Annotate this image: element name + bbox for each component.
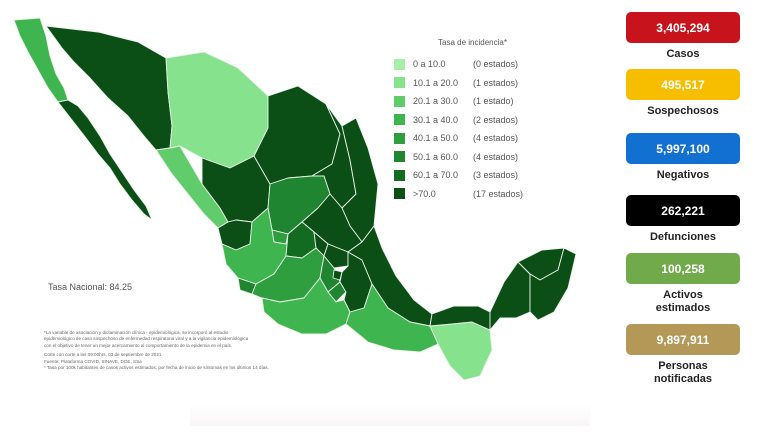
legend-range: >70.0 xyxy=(413,188,436,199)
stat-label: Sospechosos xyxy=(647,105,719,117)
footnote-line: Corte con corte a las 09:00hrs, 03 de se… xyxy=(44,352,162,358)
state-guerrero xyxy=(261,277,351,335)
stat-value: 100,258 xyxy=(661,261,705,276)
legend-item: 50.1 a 60.0 (4 estados) xyxy=(394,148,594,167)
state-quintana-roo xyxy=(529,247,577,321)
legend-count: (4 estados) xyxy=(473,133,519,144)
national-rate: Tasa Nacional: 84.25 xyxy=(48,282,133,292)
stat-negativos: 5,997,100 Negativos xyxy=(618,133,748,182)
state-hidalgo xyxy=(323,243,349,269)
state-chiapas xyxy=(429,321,493,381)
legend-range: 40.1 a 50.0 xyxy=(413,133,459,144)
bottom-fade xyxy=(190,404,590,426)
stat-activos-estimados: 100,258 Activos estimados xyxy=(618,253,748,315)
legend-range: 60.1 a 70.0 xyxy=(413,170,459,181)
legend-swatch xyxy=(394,169,405,181)
legend-range: 50.1 a 60.0 xyxy=(413,151,459,162)
stat-label: Negativos xyxy=(656,169,710,181)
footnote-line: con el objetivo de tener un mejor acerca… xyxy=(44,342,233,348)
mexico-map xyxy=(13,17,577,381)
stat-value-box: 9,897,911 xyxy=(626,324,740,355)
legend-swatch xyxy=(394,151,405,163)
legend-item: 20.1 a 30.0 (1 estado) xyxy=(394,92,594,111)
legend-range: 0 a 10.0 xyxy=(413,59,446,70)
footnote-line: * Tasa por 100k habitantes de casos acti… xyxy=(44,365,269,371)
stat-label: Activos estimados xyxy=(655,289,711,314)
footnote-line: epidemiológico de caso sospechoso de enf… xyxy=(44,336,249,342)
legend-item: 30.1 a 40.0 (2 estados) xyxy=(394,111,594,130)
stat-value: 262,221 xyxy=(661,203,705,218)
footnote-line: Fuente: Plataforma COVID, SINAVE, DGE, S… xyxy=(44,358,142,364)
map-legend: Tasa de incidencia* 0 a 10.0 (0 estados)… xyxy=(394,38,594,203)
stat-value: 5,997,100 xyxy=(656,141,710,156)
state-sonora xyxy=(45,25,173,151)
state-campeche xyxy=(489,261,531,331)
legend-swatch xyxy=(394,132,405,144)
stat-label: Defunciones xyxy=(649,231,716,243)
legend-count: (3 estados) xyxy=(473,170,519,181)
legend-range: 10.1 a 20.0 xyxy=(413,77,459,88)
state-aguascalientes xyxy=(271,229,289,245)
stat-personas-notificadas: 9,897,911 Personas notificadas xyxy=(618,324,748,386)
legend-item: 60.1 a 70.0 (3 estados) xyxy=(394,166,594,185)
stat-label: Personas notificadas xyxy=(653,360,713,385)
stat-value: 9,897,911 xyxy=(656,332,710,347)
stat-sospechosos: 495,517 Sospechosos xyxy=(618,69,748,118)
legend-item: >70.0 (17 estados) xyxy=(394,185,594,204)
legend-count: (4 estados) xyxy=(473,151,519,162)
stat-value-box: 262,221 xyxy=(626,195,740,226)
legend-range: 20.1 a 30.0 xyxy=(413,96,459,107)
legend-swatch xyxy=(394,58,405,70)
legend-range: 30.1 a 40.0 xyxy=(413,114,459,125)
stat-label: Casos xyxy=(666,48,700,60)
footnotes: *La variable de asociación y dictaminaci… xyxy=(44,330,344,371)
stat-value-box: 5,997,100 xyxy=(626,133,740,164)
legend-title: Tasa de incidencia* xyxy=(438,38,507,47)
state-baja-california-sur xyxy=(57,99,153,221)
stat-value-box: 495,517 xyxy=(626,69,740,100)
legend-count: (2 estados) xyxy=(473,114,519,125)
incidence-map-panel: Tasa de incidencia* 0 a 10.0 (0 estados)… xyxy=(6,8,596,386)
legend-count: (1 estado) xyxy=(473,96,514,107)
stat-value: 495,517 xyxy=(661,77,705,92)
footnote-line: *La variable de asociación y dictaminaci… xyxy=(44,330,229,335)
legend-item: 0 a 10.0 (0 estados) xyxy=(394,55,594,74)
legend-count: (1 estados) xyxy=(473,77,519,88)
legend-item: 40.1 a 50.0 (4 estados) xyxy=(394,129,594,148)
legend-swatch xyxy=(394,114,405,126)
legend-count: (0 estados) xyxy=(473,59,519,70)
stat-value: 3,405,294 xyxy=(656,20,710,35)
legend-item: 10.1 a 20.0 (1 estados) xyxy=(394,74,594,93)
legend-count: (17 estados) xyxy=(473,188,524,199)
stat-casos: 3,405,294 Casos xyxy=(618,12,748,61)
state-oaxaca xyxy=(345,283,439,353)
legend-swatch xyxy=(394,95,405,107)
stat-defunciones: 262,221 Defunciones xyxy=(618,195,748,244)
stat-value-box: 100,258 xyxy=(626,253,740,284)
legend-swatch xyxy=(394,77,405,89)
stat-value-box: 3,405,294 xyxy=(626,12,740,43)
legend-swatch xyxy=(394,188,405,200)
